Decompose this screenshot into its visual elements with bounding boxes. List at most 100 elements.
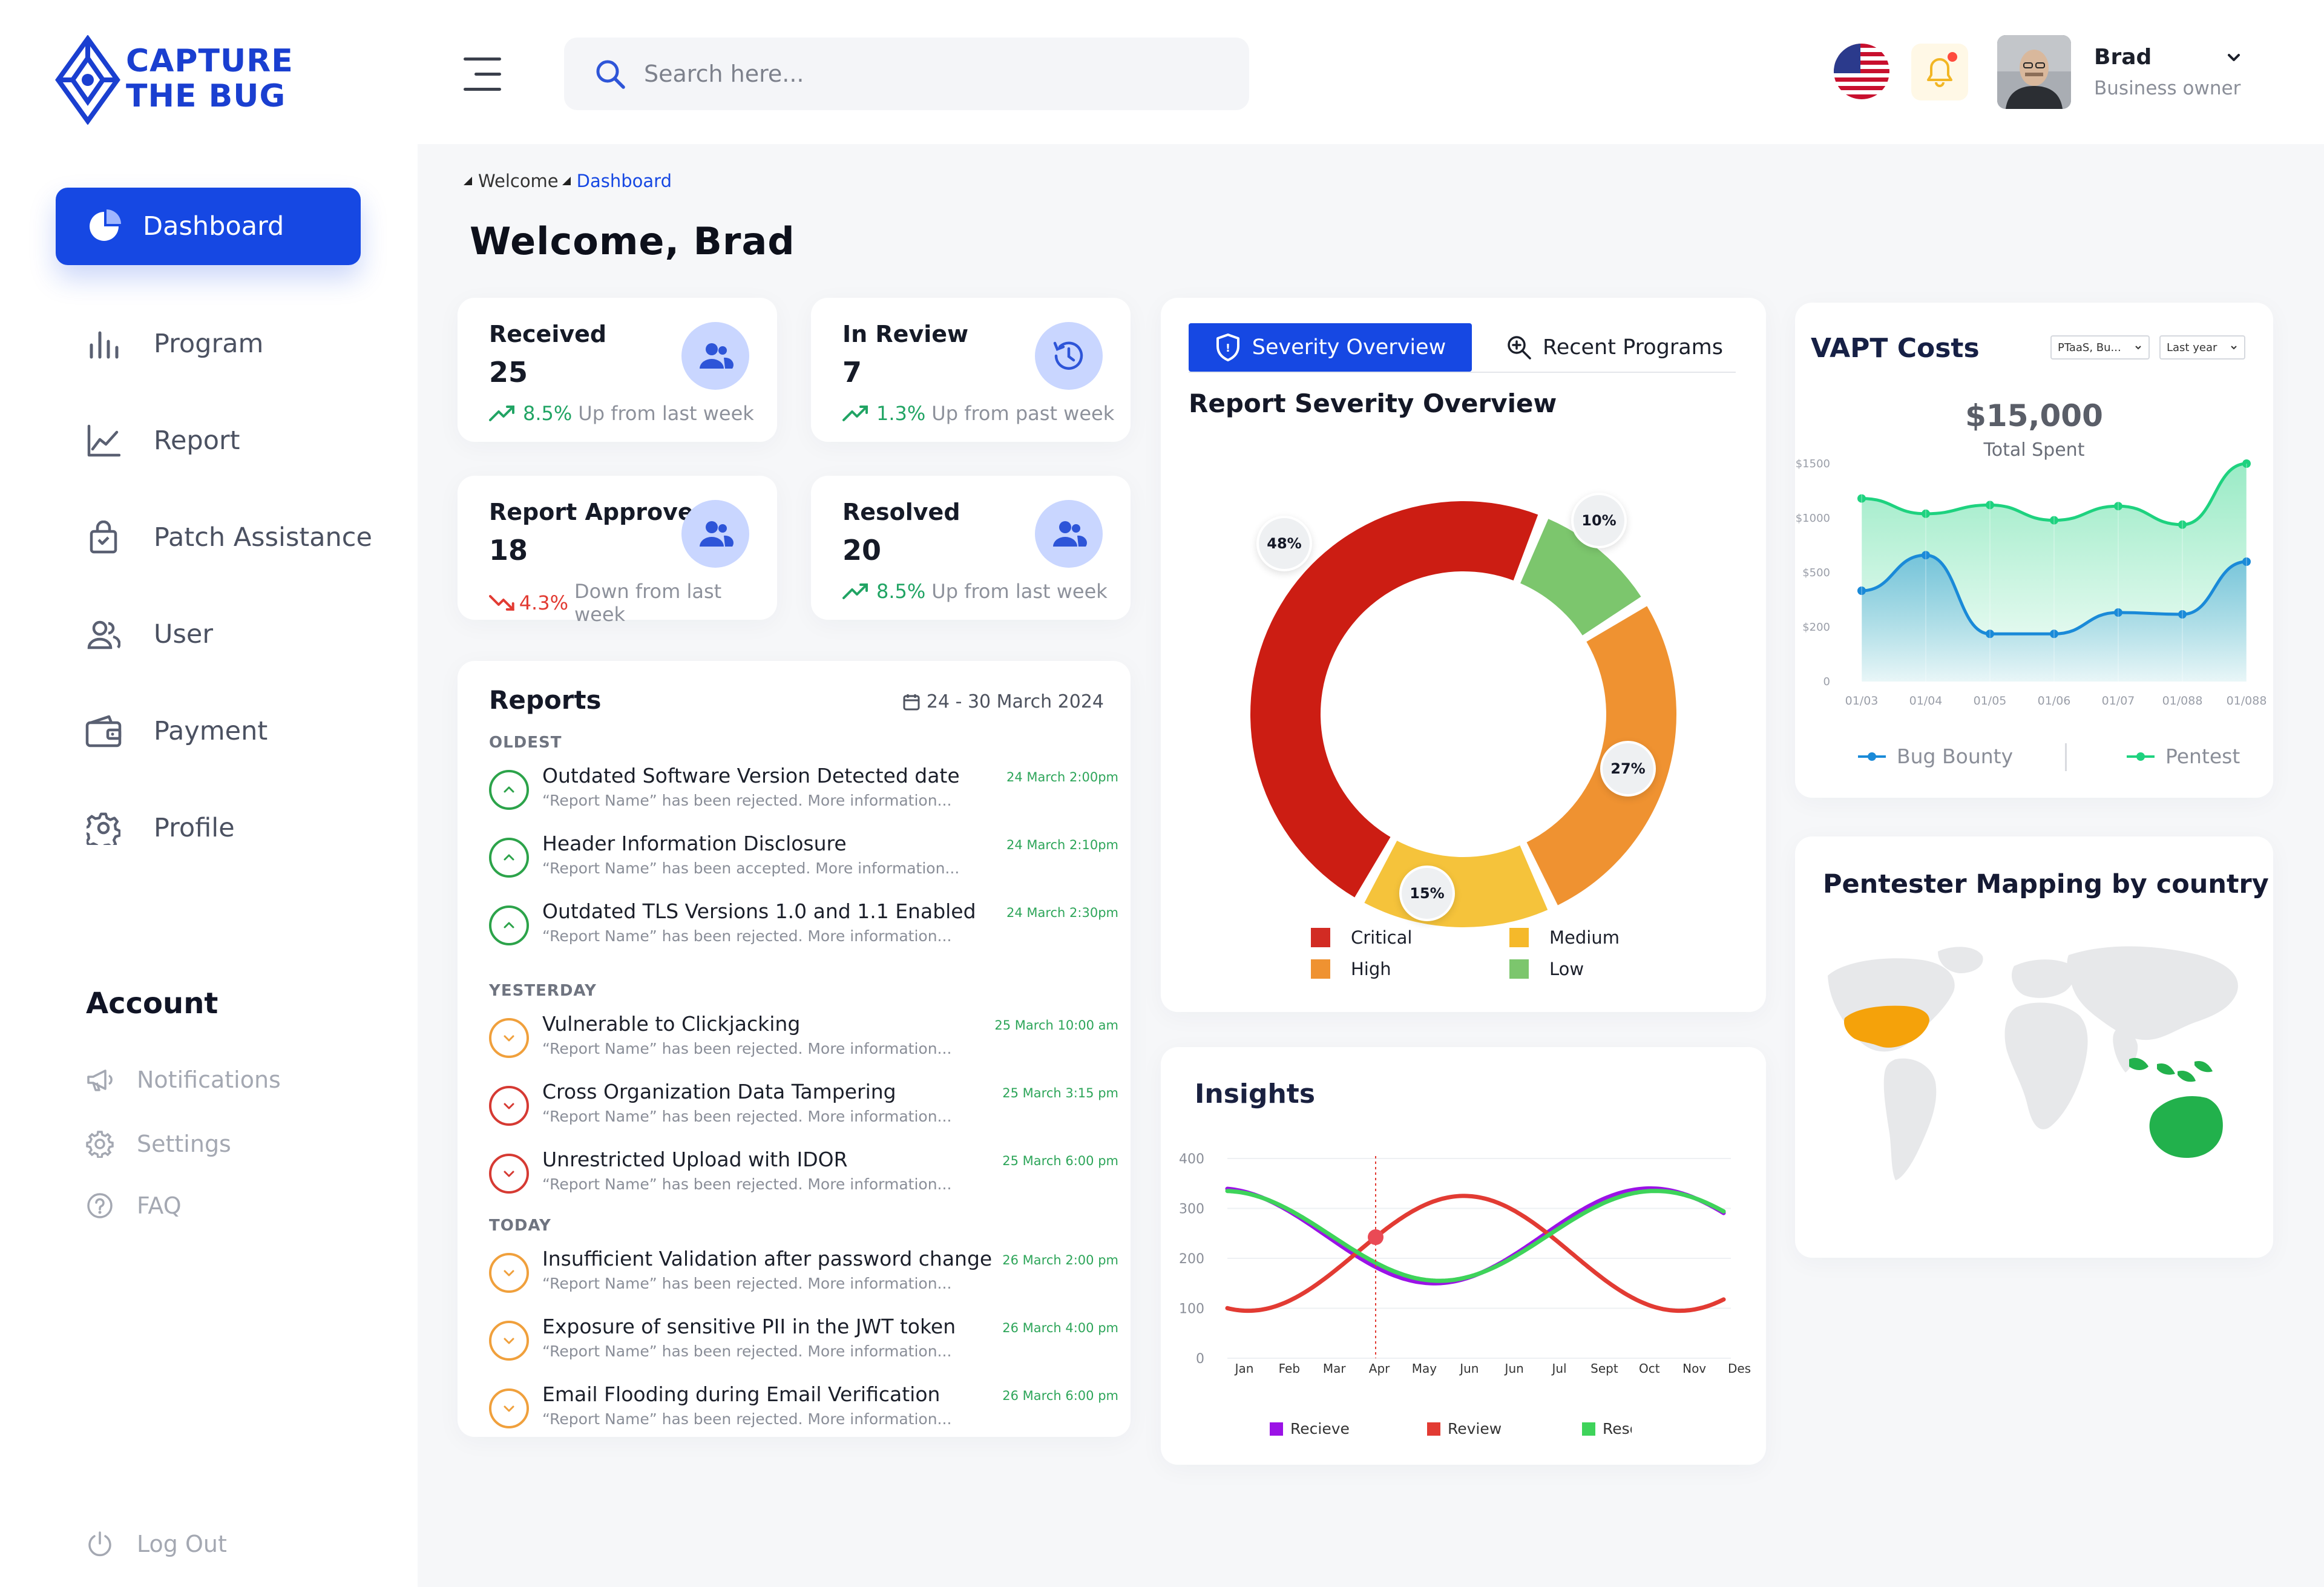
- map-south-america: [1883, 1058, 1937, 1180]
- chevron-down-icon[interactable]: [489, 1086, 529, 1126]
- sidebar-item-patch-assistance[interactable]: Patch Assistance: [85, 516, 372, 559]
- report-item[interactable]: Header Information Disclosure “Report Nam…: [489, 832, 1118, 892]
- legend-label: Resolved: [1603, 1420, 1632, 1438]
- data-point[interactable]: [2242, 557, 2251, 566]
- y-tick-label: 0: [1823, 675, 1830, 688]
- logout-button[interactable]: Log Out: [86, 1530, 227, 1558]
- data-point[interactable]: [2242, 459, 2251, 468]
- report-item[interactable]: Insufficient Validation after password c…: [489, 1247, 1118, 1307]
- map-greenland: [1938, 947, 1983, 973]
- sidebar-item-faq[interactable]: FAQ: [86, 1188, 182, 1224]
- brand-name: CAPTURE THE BUG: [126, 44, 294, 114]
- report-item[interactable]: Vulnerable to Clickjacking “Report Name” …: [489, 1012, 1118, 1073]
- section-oldest: OLDEST: [489, 734, 562, 752]
- breadcrumb-arrow-icon: [464, 177, 472, 185]
- stat-card-report-approved[interactable]: Report Approved 18 4.3% Down from last w…: [458, 476, 777, 626]
- data-point[interactable]: [2114, 608, 2122, 617]
- x-tick-label: Jul: [1551, 1361, 1566, 1376]
- chevron-up-icon[interactable]: [489, 838, 529, 878]
- line-resolved: [1225, 1189, 1726, 1283]
- report-item[interactable]: Cross Organization Data Tampering “Report…: [489, 1080, 1118, 1140]
- x-tick-label: 01/05: [1974, 694, 2007, 708]
- tab-severity-overview[interactable]: ! Severity Overview: [1189, 323, 1472, 372]
- line-recieve: [1225, 1186, 1726, 1286]
- tab-recent-programs[interactable]: Recent Programs: [1500, 323, 1730, 372]
- data-point[interactable]: [2050, 629, 2058, 639]
- chevron-up-icon[interactable]: [489, 770, 529, 810]
- data-point[interactable]: [1857, 494, 1866, 503]
- report-item[interactable]: Outdated TLS Versions 1.0 and 1.1 Enable…: [489, 899, 1118, 960]
- history-icon: [1035, 322, 1103, 390]
- sidebar-item-settings[interactable]: Settings: [86, 1126, 231, 1162]
- report-description: “Report Name” has been rejected. More in…: [542, 1040, 952, 1057]
- data-point[interactable]: [2114, 502, 2122, 511]
- stat-trend-pct: 8.5%: [523, 402, 573, 425]
- chevron-up-icon[interactable]: [489, 905, 529, 945]
- map-asia-pacific-highlight: [2129, 1057, 2223, 1158]
- world-map[interactable]: [1795, 836, 2273, 1258]
- pct-label-critical: 48%: [1256, 516, 1312, 571]
- sidebar-item-user[interactable]: User: [85, 613, 213, 656]
- report-description: “Report Name” has been rejected. More in…: [542, 1410, 952, 1428]
- donut-slice-medium[interactable]: [1364, 840, 1548, 927]
- report-description: “Report Name” has been rejected. More in…: [542, 1108, 952, 1125]
- data-point[interactable]: [1922, 509, 1930, 518]
- chevron-down-icon[interactable]: [489, 1321, 529, 1361]
- wallet-icon: [85, 712, 122, 750]
- us-flag-icon[interactable]: [1834, 44, 1889, 99]
- search-input[interactable]: [644, 61, 1189, 87]
- stat-card-resolved[interactable]: Resolved 20 8.5% Up from last week: [811, 476, 1131, 620]
- data-point[interactable]: [1986, 501, 1994, 510]
- report-item[interactable]: Exposure of sensitive PII in the JWT tok…: [489, 1315, 1118, 1375]
- data-point[interactable]: [1922, 551, 1930, 560]
- menu-toggle-icon[interactable]: [464, 58, 501, 91]
- logo[interactable]: CAPTURE THE BUG: [54, 34, 309, 125]
- report-item[interactable]: Outdated Software Version Detected date “…: [489, 764, 1118, 824]
- report-name: Vulnerable to Clickjacking: [542, 1012, 801, 1036]
- report-time: 25 March 10:00 am: [994, 1018, 1118, 1033]
- y-tick-label: $1500: [1796, 458, 1830, 470]
- notification-bell[interactable]: [1911, 44, 1968, 100]
- legend-high: High: [1311, 959, 1391, 979]
- sidebar-item-program[interactable]: Program: [85, 323, 263, 365]
- breadcrumb-welcome[interactable]: Welcome: [478, 171, 559, 191]
- chevron-down-icon[interactable]: [489, 1018, 529, 1058]
- data-point[interactable]: [1857, 586, 1866, 595]
- reports-title: Reports: [489, 685, 602, 715]
- sidebar-item-payment[interactable]: Payment: [85, 710, 268, 752]
- donut-slice-high[interactable]: [1526, 606, 1676, 905]
- tab-underline: [1189, 372, 1736, 373]
- data-point[interactable]: [1986, 629, 1994, 639]
- y-tick-label: 100: [1179, 1302, 1204, 1317]
- chevron-down-icon: [2231, 346, 2237, 350]
- data-point[interactable]: [2050, 516, 2058, 525]
- report-item[interactable]: Unrestricted Upload with IDOR “Report Nam…: [489, 1148, 1118, 1208]
- sidebar-item-dashboard[interactable]: Dashboard: [56, 188, 361, 265]
- hover-point[interactable]: [1368, 1229, 1384, 1246]
- vapt-filter-period[interactable]: Last year: [2159, 335, 2245, 360]
- stat-value: 25: [489, 356, 528, 389]
- report-description: “Report Name” has been rejected. More in…: [542, 1175, 952, 1193]
- chevron-down-icon[interactable]: [489, 1388, 529, 1428]
- data-point[interactable]: [2178, 520, 2187, 529]
- search-bar[interactable]: [564, 38, 1249, 110]
- stat-card-in-review[interactable]: In Review 7 1.3% Up from past week: [811, 298, 1131, 442]
- report-description: “Report Name” has been rejected. More in…: [542, 1275, 952, 1292]
- data-point[interactable]: [2178, 610, 2187, 619]
- reports-date-range[interactable]: 24 - 30 March 2024: [902, 691, 1104, 712]
- sidebar-item-notifications[interactable]: Notifications: [86, 1062, 281, 1098]
- sidebar-item-report[interactable]: Report: [85, 419, 240, 462]
- legend-recieve: Recieve: [1270, 1420, 1350, 1438]
- breadcrumb-dashboard[interactable]: Dashboard: [576, 171, 672, 191]
- vapt-filter-type[interactable]: PTaaS, Bu...: [2050, 335, 2150, 360]
- stat-card-received[interactable]: Received 25 8.5% Up from last week: [458, 298, 777, 442]
- select-value: Last year: [2167, 341, 2217, 354]
- avatar[interactable]: [1997, 35, 2071, 109]
- chevron-down-icon[interactable]: [489, 1253, 529, 1293]
- chevron-down-icon[interactable]: [2225, 48, 2243, 67]
- chevron-down-icon[interactable]: [489, 1154, 529, 1194]
- bug-logo-icon: [55, 34, 120, 125]
- sidebar-item-profile[interactable]: Profile: [85, 807, 235, 849]
- user-name[interactable]: Brad: [2094, 45, 2152, 70]
- report-item[interactable]: Email Flooding during Email Verification…: [489, 1382, 1118, 1437]
